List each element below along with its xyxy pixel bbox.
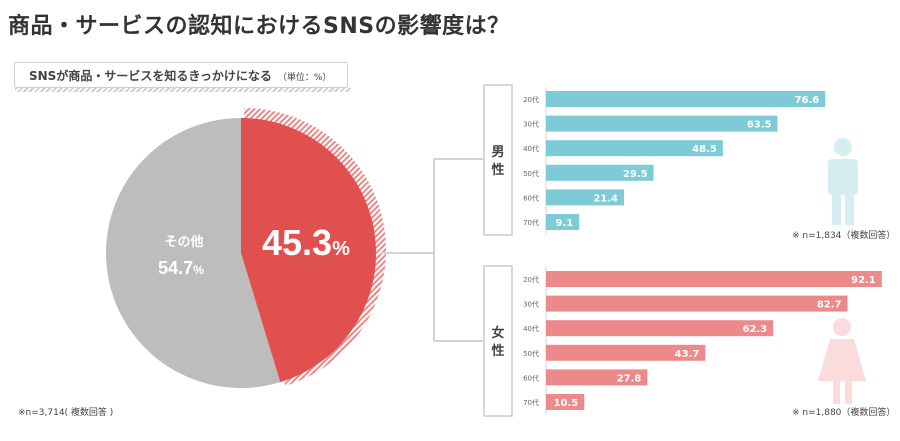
female-icon-head <box>833 318 851 336</box>
male-data-label: 9.1 <box>555 218 573 229</box>
male-data-label: 21.4 <box>593 193 618 204</box>
female-bar <box>546 369 648 386</box>
female-note: ※ n=1,880（複数回答） <box>792 408 896 418</box>
male-bar <box>546 214 580 230</box>
male-tick-label: 50代 <box>523 169 539 178</box>
male-icon-leg-right <box>845 192 854 225</box>
male-label-box <box>483 84 513 236</box>
male-tick-label: 30代 <box>523 120 539 129</box>
female-bar <box>546 295 848 312</box>
female-tick-label: 50代 <box>523 349 539 358</box>
pie-main-unit: % <box>332 238 350 260</box>
male-bar <box>546 91 826 107</box>
male-icon-body <box>828 159 858 195</box>
female-icon-leg-left <box>833 378 840 404</box>
male-tick-label: 20代 <box>523 95 539 104</box>
male-bar <box>546 140 723 157</box>
subtitle-box: SNSが商品・サービスを知るきっかけになる （単位：%） <box>14 62 351 92</box>
female-data-label: 92.1 <box>851 275 876 286</box>
female-icon-leg-right <box>845 378 852 404</box>
female-data-label: 62.3 <box>742 324 767 335</box>
pie-other-value: 54.7 <box>158 258 193 278</box>
male-data-label: 29.5 <box>623 169 648 180</box>
male-bar-chart: 男性 20代 76.6 30代 63.5 40代 48.5 50代 29.5 60代 21.4 70代… <box>483 84 858 236</box>
pie-main-value: 45.3 <box>262 222 332 263</box>
male-tick-label: 60代 <box>523 193 539 202</box>
female-bar <box>546 271 882 287</box>
female-data-label: 27.8 <box>617 373 642 384</box>
female-label-char: 女 <box>491 325 504 341</box>
male-bar <box>546 164 654 181</box>
male-icon-leg-left <box>832 192 841 225</box>
male-person-icon <box>828 138 858 225</box>
male-bar <box>546 115 778 132</box>
male-label-char: 性 <box>491 162 504 178</box>
female-data-label: 10.5 <box>554 398 579 409</box>
female-label-char: 性 <box>491 343 504 359</box>
female-data-label: 43.7 <box>675 349 700 360</box>
female-tick-label: 70代 <box>523 398 539 407</box>
female-tick-label: 40代 <box>523 324 539 333</box>
pie-other-unit: % <box>193 263 204 277</box>
female-bar-chart: 女性 20代 92.1 30代 82.7 40代 62.3 50代 43.7 60代 27.8 70代… <box>483 265 882 417</box>
female-label-box <box>483 265 513 417</box>
female-tick-label: 30代 <box>523 300 539 309</box>
male-data-label: 76.6 <box>795 95 820 106</box>
male-icon-head <box>834 138 852 156</box>
female-data-label: 82.7 <box>817 300 842 311</box>
pie-main-label: 45.3% <box>262 222 350 263</box>
subtitle-shadow <box>15 88 351 92</box>
male-tick-label: 40代 <box>523 144 539 153</box>
male-tick-label: 70代 <box>523 218 539 227</box>
pie-slice-other <box>105 118 281 388</box>
female-bar <box>546 344 706 361</box>
pie-chart: 45.3% その他 54.7% <box>105 108 386 388</box>
pie-other-name: その他 <box>164 234 203 250</box>
subtitle-label: SNSが商品・サービスを知るきっかけになる <box>29 69 272 83</box>
female-tick-label: 20代 <box>523 275 539 284</box>
male-bar <box>546 189 625 206</box>
male-data-label: 48.5 <box>692 144 717 155</box>
connector-bracket <box>380 158 484 342</box>
male-note: ※ n=1,834（複数回答） <box>792 231 896 241</box>
subtitle-unit: （単位：%） <box>277 73 332 83</box>
subtitle: SNSが商品・サービスを知るきっかけになる （単位：%） <box>29 67 331 84</box>
pie-note: ※n=3,714( 複数回答 ) <box>18 408 114 418</box>
female-person-icon <box>818 318 866 404</box>
female-bar <box>546 394 585 410</box>
pie-other-label: 54.7% <box>158 258 204 278</box>
connector-lines <box>380 158 484 342</box>
male-label-char: 男 <box>491 145 504 160</box>
male-data-label: 63.5 <box>747 120 772 131</box>
female-icon-dress <box>818 339 866 381</box>
female-tick-label: 60代 <box>523 373 539 382</box>
female-bar <box>546 320 774 337</box>
pie-slice-main <box>241 118 376 383</box>
page-title: 商品・サービスの認知におけるSNSの影響度は？ <box>8 14 510 39</box>
